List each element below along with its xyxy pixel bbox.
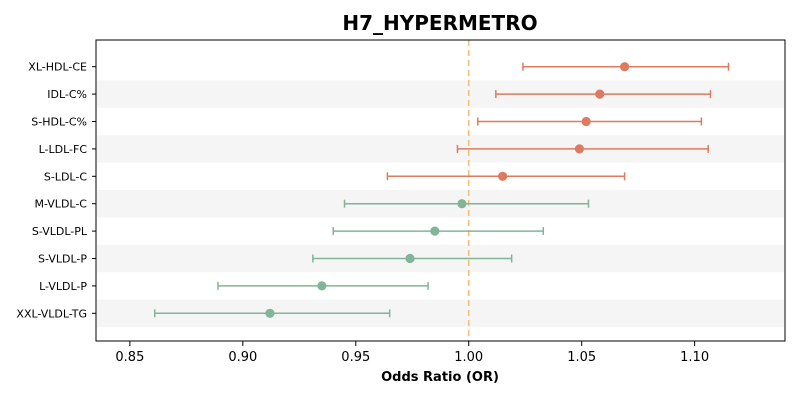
or-point <box>457 199 467 209</box>
x-tick-label: 1.00 <box>454 350 483 365</box>
x-tick-label: 0.90 <box>228 350 257 365</box>
x-tick-label: 1.05 <box>567 350 596 365</box>
or-point <box>581 116 591 127</box>
data-marks <box>153 62 730 318</box>
x-axis-label: Odds Ratio (OR) <box>381 370 499 385</box>
or-point <box>498 171 508 181</box>
or-point <box>317 281 327 291</box>
category-label: L-VLDL-P <box>39 280 87 293</box>
category-label: S-VLDL-P <box>38 253 87 266</box>
x-tick-label: 1.10 <box>680 350 709 365</box>
plot-frame <box>95 39 786 342</box>
category-label: L-LDL-FC <box>39 143 88 156</box>
or-point <box>430 226 440 236</box>
category-label: IDL-C% <box>47 88 87 101</box>
category-label: S-LDL-C <box>44 170 87 183</box>
or-point <box>405 253 415 264</box>
category-label: XL-HDL-CE <box>28 61 87 74</box>
category-label: XXL-VLDL-TG <box>16 307 87 320</box>
or-point <box>265 308 275 318</box>
y-axis: XL-HDL-CE IDL-C% S-HDL-C% L-LDL-FC S-LDL-C M-… <box>16 61 96 320</box>
category-label: S-VLDL-PL <box>32 225 88 238</box>
category-label: S-HDL-C% <box>31 116 87 129</box>
or-point <box>620 62 630 72</box>
x-tick-label: 0.95 <box>341 350 370 365</box>
or-point <box>574 144 585 154</box>
chart-title: H7_HYPERMETRO <box>342 11 537 35</box>
category-label: M-VLDL-C <box>34 198 87 211</box>
x-tick-label: 0.85 <box>115 350 144 365</box>
x-axis: 0.85 0.90 0.95 1.00 1.05 1.10 <box>115 341 709 365</box>
or-point <box>595 89 605 99</box>
